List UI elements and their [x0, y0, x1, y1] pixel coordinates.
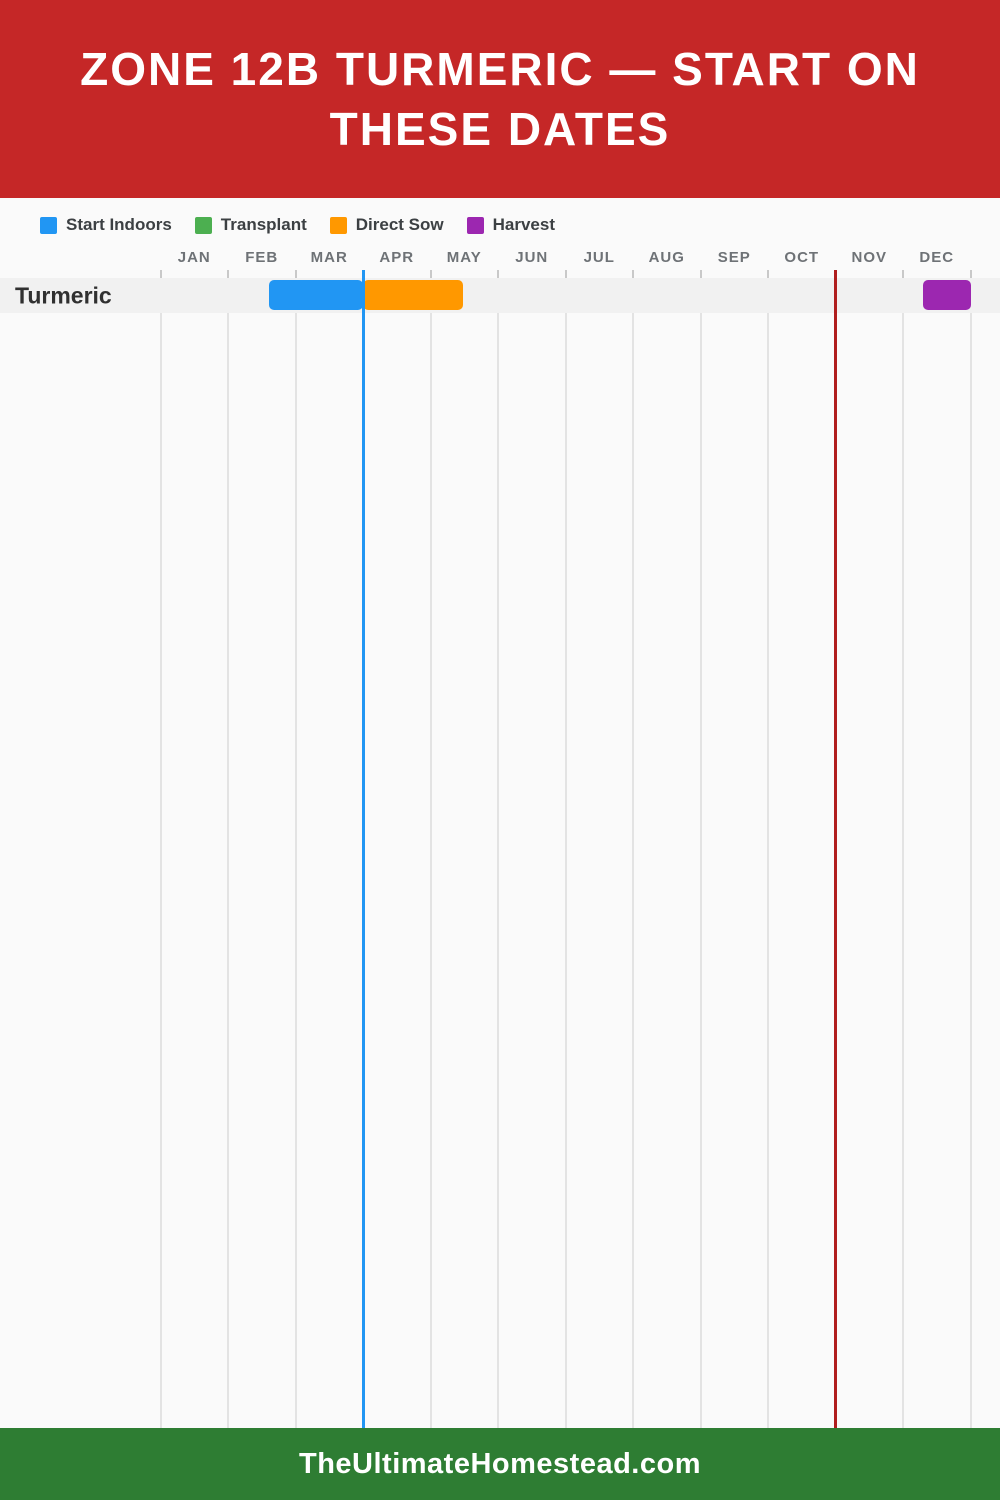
legend-item-transplant: Transplant	[194, 215, 307, 235]
legend-label: Transplant	[220, 215, 307, 234]
legend-swatch-icon	[40, 216, 57, 234]
site-name: TheUltimateHomestead.com	[299, 1447, 701, 1480]
month-label-mar: MAR	[310, 249, 348, 266]
legend-item-start-indoors: Start Indoors	[40, 215, 172, 235]
month-tick	[564, 270, 567, 280]
gridline	[699, 313, 702, 1428]
month-tick	[767, 270, 769, 280]
month-tick	[699, 270, 702, 280]
footer: TheUltimateHomestead.com	[0, 1428, 1000, 1500]
month-tick	[632, 270, 634, 280]
month-label-sep: SEP	[717, 249, 751, 266]
bar-start-indoors	[268, 280, 363, 310]
month-tick	[429, 270, 432, 280]
month-label-dec: DEC	[919, 249, 955, 266]
legend-swatch-icon	[194, 216, 212, 234]
month-label-nov: NOV	[851, 249, 888, 266]
gridline	[969, 313, 972, 1428]
month-tick	[497, 270, 499, 280]
legend-swatch-icon	[329, 216, 347, 234]
gridline	[564, 313, 567, 1428]
legend-label: Start Indoors	[66, 215, 172, 234]
month-label-oct: OCT	[784, 249, 820, 266]
gridline	[632, 313, 634, 1428]
gridline	[227, 313, 229, 1428]
gridline	[294, 313, 297, 1428]
month-label-jan: JAN	[177, 249, 211, 266]
legend-label: Harvest	[492, 215, 555, 234]
month-label-feb: FEB	[245, 249, 279, 266]
month-tick	[294, 270, 297, 280]
month-label-may: MAY	[446, 249, 482, 266]
bar-direct-sow	[363, 280, 463, 310]
month-label-aug: AUG	[648, 249, 685, 266]
legend-label: Direct Sow	[355, 215, 444, 234]
month-tick	[227, 270, 229, 280]
gridline	[902, 313, 904, 1428]
month-tick	[902, 270, 904, 280]
month-tick	[159, 270, 162, 280]
legend-swatch-icon	[466, 216, 484, 234]
bar-harvest	[923, 280, 971, 310]
month-label-jul: JUL	[583, 249, 615, 266]
fall-frost-line	[834, 270, 837, 1428]
legend: Start Indoors Transplant Direct Sow Harvest	[40, 215, 578, 235]
legend-item-harvest: Harvest	[466, 215, 555, 235]
header-banner: ZONE 12B TURMERIC — START ON THESE DATES	[0, 0, 1000, 198]
month-label-apr: APR	[379, 249, 415, 266]
month-tick	[969, 270, 972, 280]
gridline	[429, 313, 432, 1428]
gridline	[497, 313, 499, 1428]
crop-row-turmeric: Turmeric	[0, 278, 1000, 313]
month-label-jun: JUN	[515, 249, 549, 266]
legend-item-direct-sow: Direct Sow	[329, 215, 444, 235]
row-label: Turmeric	[15, 282, 112, 308]
spring-frost-line	[361, 270, 365, 1428]
page-title: ZONE 12B TURMERIC — START ON THESE DATES	[80, 43, 920, 155]
gridline	[159, 313, 162, 1428]
gridline	[767, 313, 769, 1428]
